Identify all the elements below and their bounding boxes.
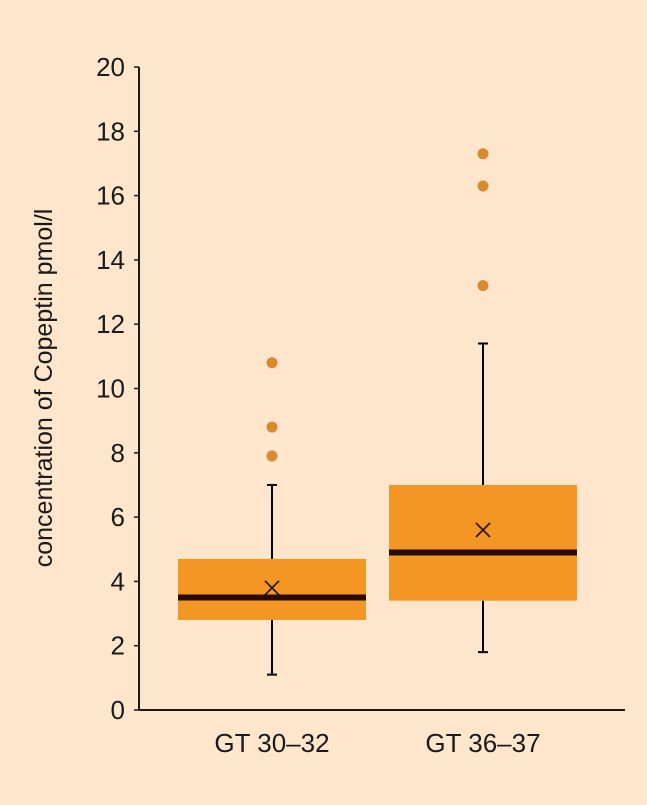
y-tick-label: 10 bbox=[96, 374, 125, 404]
y-tick-label: 6 bbox=[111, 502, 125, 532]
outlier-point bbox=[266, 450, 278, 462]
outlier-point bbox=[477, 280, 489, 292]
y-tick-label: 16 bbox=[96, 181, 125, 211]
y-tick-label: 20 bbox=[96, 52, 125, 82]
x-category-label: GT 30–32 bbox=[214, 728, 329, 758]
y-axis-label: concentration of Copeptin pmol/l bbox=[30, 209, 58, 568]
y-tick-label: 8 bbox=[111, 438, 125, 468]
iqr-box bbox=[178, 558, 366, 620]
mean-marker bbox=[475, 522, 491, 538]
outlier-point bbox=[477, 148, 489, 160]
x-category-label: GT 36–37 bbox=[425, 728, 540, 758]
mean-marker bbox=[264, 580, 280, 596]
y-tick-label: 4 bbox=[111, 566, 125, 596]
outlier-point bbox=[477, 180, 489, 192]
y-tick-label: 18 bbox=[96, 116, 125, 146]
iqr-box bbox=[389, 484, 577, 601]
y-tick-label: 14 bbox=[96, 245, 125, 275]
outlier-point bbox=[266, 357, 278, 369]
outlier-point bbox=[266, 421, 278, 433]
y-tick-label: 2 bbox=[111, 631, 125, 661]
y-tick-label: 12 bbox=[96, 309, 125, 339]
y-tick-label: 0 bbox=[111, 695, 125, 725]
